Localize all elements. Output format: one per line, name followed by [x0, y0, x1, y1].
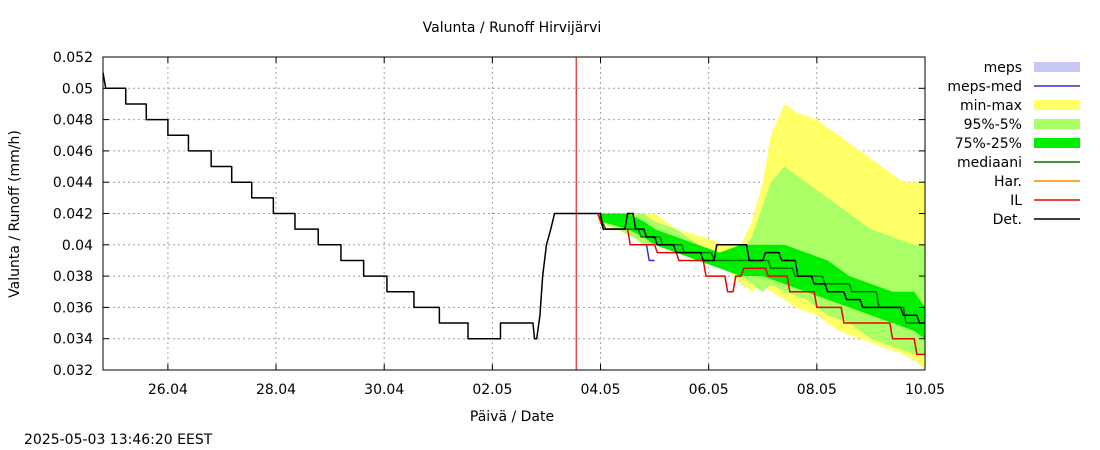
x-tick-label: 06.05 [689, 382, 729, 398]
y-tick-label: 0.032 [53, 363, 93, 379]
x-tick-label: 08.05 [797, 382, 837, 398]
x-tick-label: 30.04 [364, 382, 404, 398]
timestamp: 2025-05-03 13:46:20 EEST [24, 432, 213, 448]
legend-label-det: Det. [993, 212, 1022, 228]
y-tick-label: 0.052 [53, 50, 93, 66]
y-tick-label: 0.046 [53, 144, 93, 160]
series-line-det [102, 72, 925, 340]
legend-swatch-p75-25 [1034, 138, 1080, 148]
legend-label-meps-med: meps-med [947, 79, 1022, 95]
y-tick-label: 0.042 [53, 207, 93, 223]
x-tick-label: 04.05 [580, 382, 620, 398]
x-axis-label: Päivä / Date [470, 409, 554, 425]
legend-label-har: Har. [994, 174, 1022, 190]
legend: meps meps-med min-max 95%-5% 75%-25% mediaani… [947, 60, 1080, 228]
legend-label-minmax: min-max [960, 98, 1022, 114]
x-tick-label: 02.05 [472, 382, 512, 398]
legend-label-median: mediaani [957, 155, 1022, 171]
legend-swatch-meps [1034, 62, 1080, 72]
legend-label-p95-5: 95%-5% [964, 117, 1022, 133]
y-tick-label: 0.038 [53, 269, 93, 285]
series-line-il [597, 213, 925, 356]
series-line-meps-med [645, 244, 655, 262]
x-tick-label: 28.04 [256, 382, 296, 398]
legend-swatch-p95-5 [1034, 119, 1080, 129]
plot-area: 0.032 0.034 0.036 0.038 0.04 0.042 0.044 0.046 0… [53, 50, 945, 398]
legend-swatch-minmax [1034, 100, 1080, 110]
y-tick-label: 0.034 [53, 332, 93, 348]
y-tick-label: 0.048 [53, 113, 93, 129]
x-tick-label: 10.05 [905, 382, 945, 398]
legend-label-il: IL [1010, 193, 1022, 209]
y-tick-label: 0.036 [53, 300, 93, 316]
y-tick-label: 0.05 [62, 81, 93, 97]
chart-title: Valunta / Runoff Hirvijärvi [423, 20, 602, 36]
series-line-median [597, 213, 925, 324]
y-axis-label: Valunta / Runoff (mm/h) [7, 130, 23, 298]
legend-label-meps: meps [984, 60, 1022, 76]
y-tick-label: 0.044 [53, 175, 93, 191]
y-tick-label: 0.04 [62, 238, 93, 254]
x-tick-label: 26.04 [148, 382, 188, 398]
legend-label-p75-25: 75%-25% [955, 136, 1022, 152]
